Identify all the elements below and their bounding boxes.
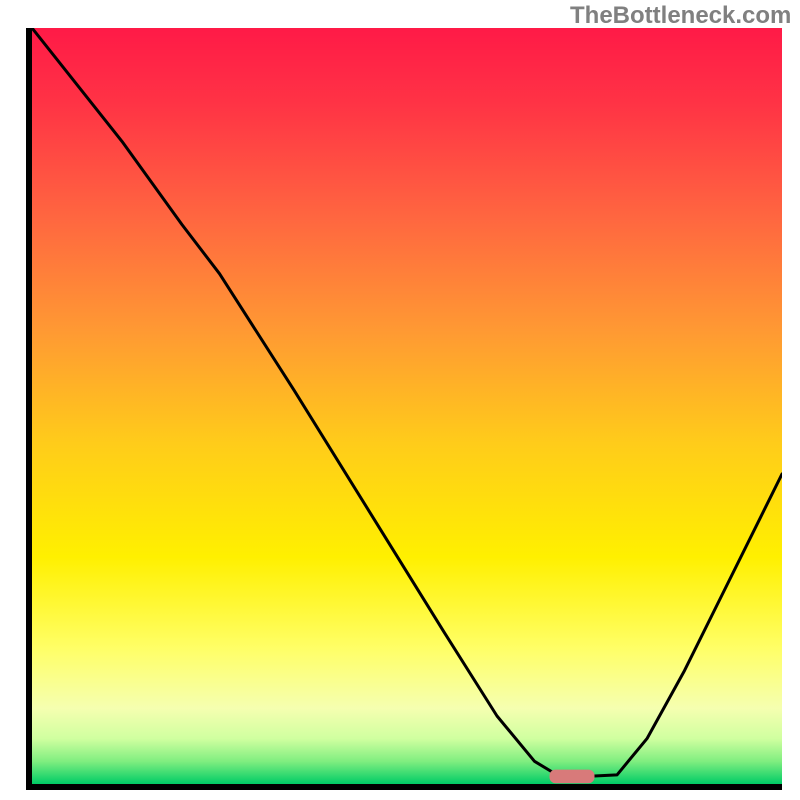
optimal-marker [550, 770, 595, 784]
bottleneck-curve [32, 28, 782, 776]
y-axis [26, 28, 32, 790]
plot-area [32, 28, 782, 784]
curve-svg [32, 28, 782, 784]
x-axis [26, 784, 782, 790]
chart-container: TheBottleneck.com [0, 0, 800, 800]
watermark-text: TheBottleneck.com [570, 2, 791, 30]
